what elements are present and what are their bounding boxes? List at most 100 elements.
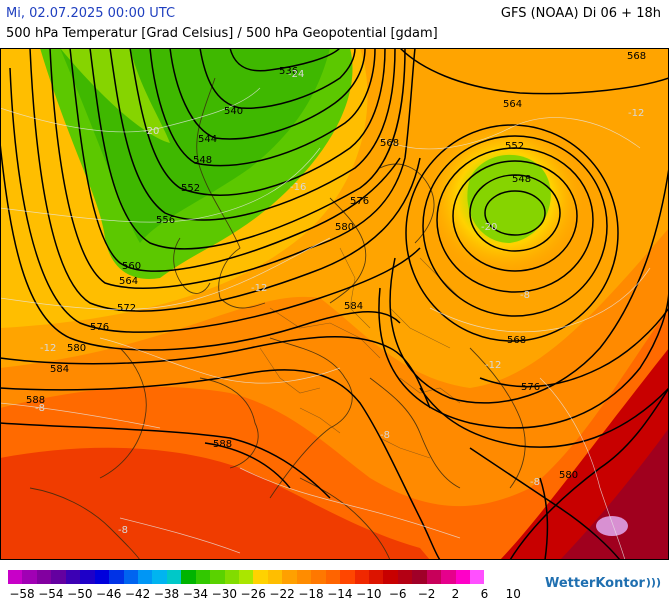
temp-label: -8 [520, 290, 530, 301]
temp-label: -24 [288, 69, 304, 80]
legend-tick-label: −46 [96, 587, 122, 601]
header: Mi, 02.07.2025 00:00 UTC GFS (NOAA) Di 0… [0, 0, 669, 48]
legend-swatch [368, 570, 384, 584]
geo-label: 564 [503, 99, 522, 110]
legend-tick-label: −54 [38, 587, 64, 601]
temp-label: -12 [485, 360, 501, 371]
legend-swatch [397, 570, 413, 584]
geo-label: 560 [122, 261, 141, 272]
legend-swatch [123, 570, 138, 584]
geopotential-labels-extra: 576 580 [521, 382, 578, 481]
legend-swatch [80, 570, 95, 584]
geo-label: 576 [90, 322, 109, 333]
model-label: GFS (NOAA) Di 06 + 18h [500, 6, 661, 21]
legend-tick-label: −58 [9, 587, 35, 601]
geo-label: 552 [505, 141, 524, 152]
temp-label: -12 [251, 283, 267, 294]
legend-swatch [51, 570, 66, 584]
legend-tick-label: −30 [211, 587, 237, 601]
trough-edge [60, 48, 170, 143]
legend-swatch [426, 570, 442, 584]
brand-name: WetterKontor [544, 576, 645, 591]
geo-label: 568 [627, 51, 646, 62]
geo-label: 580 [335, 222, 354, 233]
warm-band-red [0, 447, 430, 560]
temp-label: -12 [40, 343, 56, 354]
geo-label: 588 [213, 439, 232, 450]
geopotential-labels: 536 540 544 548 552 556 560 564 572 576 … [26, 51, 646, 450]
legend-swatch [8, 570, 23, 584]
temp-label: -8 [35, 403, 45, 414]
legend-swatch [166, 570, 182, 584]
geo-label: 548 [193, 155, 212, 166]
legend-swatch [109, 570, 124, 584]
legend-swatch [137, 570, 153, 584]
geo-label: 564 [119, 276, 138, 287]
geo-label: 540 [224, 106, 243, 117]
geo-label: 580 [67, 343, 86, 354]
temperature-labels: -24 -20 -16 -12 -12 -8 -8 -8 -8 -12 -12 … [35, 69, 644, 536]
weather-map: 536 540 544 548 552 556 560 564 572 576 … [0, 48, 669, 560]
legend-swatch [311, 570, 326, 584]
legend-swatch [195, 570, 211, 584]
legend-swatch [412, 570, 427, 584]
geo-label: 588 [26, 395, 45, 406]
legend-swatch [224, 570, 239, 584]
temp-label: -8 [118, 525, 128, 536]
geo-label: 568 [380, 138, 399, 149]
legend-tick-label: −18 [298, 587, 324, 601]
legend-tick-label: −50 [67, 587, 93, 601]
legend-swatch [239, 570, 254, 584]
geo-label: 536 [279, 66, 298, 77]
temp-label: -8 [530, 477, 540, 488]
legend-swatch [210, 570, 225, 584]
parameter-label: 500 hPa Temperatur [Grad Celsius] / 500 … [6, 26, 438, 41]
temp-label: -20 [481, 222, 497, 233]
geopotential-contours [0, 48, 669, 560]
legend-tick-label: −34 [182, 587, 209, 601]
legend-tick-label: −38 [153, 587, 180, 601]
legend-tick-label: −22 [269, 587, 295, 601]
legend-swatch [181, 570, 196, 584]
geo-label: 552 [181, 183, 200, 194]
legend-swatch [65, 570, 81, 584]
legend-swatch [267, 570, 283, 584]
geo-label: 584 [344, 301, 363, 312]
signal-icon: ))) [645, 576, 661, 589]
legend-swatch [470, 570, 485, 584]
temp-label: -20 [143, 126, 159, 137]
legend-swatch [253, 570, 268, 584]
legend-tick-label: 6 [480, 587, 489, 601]
legend-tick-label: −26 [240, 587, 266, 601]
legend-swatch [441, 570, 456, 584]
legend-tick-label: −6 [388, 587, 407, 601]
legend-swatch [340, 570, 355, 584]
temp-label: -12 [628, 108, 644, 119]
color-legend: −58 −54 −50 −46 −42 −38 −34 −30 −26 −22 −18 −14 −10−… [0, 562, 669, 601]
legend-tick-label: 10 [505, 587, 521, 601]
legend-swatch [455, 570, 470, 584]
geo-label: 556 [156, 215, 175, 226]
legend-swatch [354, 570, 369, 584]
geo-label: 584 [50, 364, 69, 375]
legend-swatch [36, 570, 52, 584]
coastlines [29, 77, 526, 560]
temp-label: -16 [290, 182, 306, 193]
legend-tick-label: 2 [451, 587, 460, 601]
geo-label: 544 [198, 134, 217, 145]
legend-tick-label: −10 [356, 587, 382, 601]
geo-label: 576 [350, 196, 369, 207]
legend-tick-label: −2 [417, 587, 436, 601]
legend-swatch [152, 570, 167, 584]
legend-swatch [296, 570, 312, 584]
legend-swatch [94, 570, 110, 584]
geo-label-576: 576 [521, 382, 540, 393]
legend-swatch [22, 570, 37, 584]
geo-label: 548 [512, 174, 531, 185]
geo-label: 572 [117, 303, 136, 314]
temperature-isotherms [0, 87, 651, 560]
country-borders [259, 247, 461, 459]
legend-tick-label: −14 [327, 587, 353, 601]
legend-swatch [325, 570, 341, 584]
warm-pocket [596, 516, 628, 536]
